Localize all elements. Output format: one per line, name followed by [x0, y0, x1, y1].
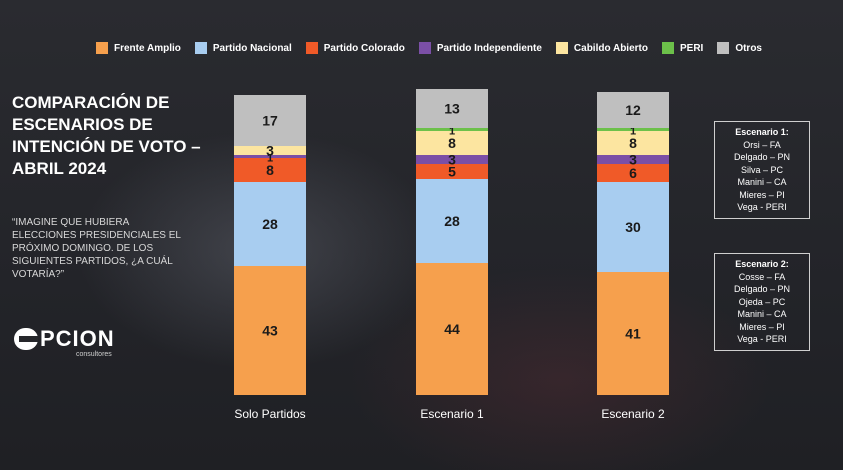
bar-segment: [234, 158, 306, 182]
data-label: 28: [262, 216, 278, 232]
scenario2-line: Vega - PERI: [737, 334, 787, 344]
data-label: 41: [625, 326, 641, 342]
bar-segment: [234, 146, 306, 155]
legend-label: Partido Independiente: [436, 42, 542, 54]
scenario1-line: Mieres – PI: [739, 189, 785, 200]
legend-item: Otros: [717, 42, 762, 54]
bar-segment: [416, 131, 488, 155]
scenario2-line: Ojeda – PC: [738, 296, 786, 307]
legend-label: Partido Colorado: [323, 42, 405, 54]
scenario2-box: Escenario 2: Cosse – FA Delgado – PN Ojeda…: [714, 253, 810, 351]
legend-swatch: [418, 42, 431, 54]
scenario2-line: Mieres – PI: [739, 321, 785, 332]
data-label: 44: [444, 321, 460, 337]
data-label: 8: [266, 162, 274, 178]
legend-item: Partido Independiente: [418, 42, 542, 54]
data-label: 1: [267, 153, 273, 165]
scenario2-line: Delgado – PN: [733, 284, 791, 294]
scenario1-line: Orsi – FA: [743, 139, 781, 150]
bar-segment: [597, 182, 669, 272]
bar-segment: [416, 89, 488, 128]
logo-o-icon: [14, 328, 38, 350]
data-label: 3: [629, 152, 637, 168]
legend-swatch: [194, 42, 207, 54]
bar-segment: [597, 155, 669, 164]
legend-swatch: [555, 42, 568, 54]
chart-title: COMPARACIÓN DE ESCENARIOS DE INTENCIÓN D…: [12, 93, 201, 178]
chart-legend: Frente Amplio Partido Nacional Partido Col…: [96, 42, 762, 54]
category-label: Escenario 1: [420, 407, 484, 421]
data-label: 30: [625, 219, 641, 235]
category-label: Escenario 2: [601, 407, 665, 421]
bar-segment: [597, 128, 669, 131]
legend-label: Partido Nacional: [212, 42, 292, 54]
legend-item: Cabildo Abierto: [555, 42, 648, 54]
legend-item: Partido Colorado: [305, 42, 405, 54]
legend-label: Otros: [735, 42, 762, 54]
data-label: 8: [448, 135, 456, 151]
legend-label: Frente Amplio: [114, 42, 181, 54]
legend-swatch: [305, 42, 318, 54]
data-label: 8: [629, 135, 637, 151]
data-label: 3: [266, 143, 274, 159]
scenario1-line: Silva – PC: [740, 164, 784, 175]
logo-wordmark: PCION: [14, 328, 115, 350]
legend-item: Frente Amplio: [96, 42, 181, 54]
bar-segment: [416, 155, 488, 164]
bar-segment: [597, 272, 669, 395]
bar-segment: [234, 182, 306, 266]
data-label: 1: [630, 126, 636, 138]
bar-segment: [416, 128, 488, 131]
logo-text: PCION: [40, 326, 115, 351]
scenario1-line: Manini – CA: [737, 177, 787, 187]
bar-segment: [234, 155, 306, 158]
legend-label: Cabildo Abierto: [573, 42, 648, 54]
data-label: 17: [262, 113, 278, 129]
scenario2-line: Manini – CA: [737, 309, 787, 319]
bar-segment: [597, 92, 669, 128]
legend-swatch: [96, 42, 108, 54]
data-label: 6: [629, 165, 637, 181]
scenario1-line: Vega - PERI: [737, 202, 787, 212]
scenario1-title: Escenario 1:: [735, 127, 789, 137]
scenario2-title: Escenario 2:: [735, 259, 789, 269]
legend-label: PERI: [679, 42, 704, 54]
bar-segment: [416, 164, 488, 179]
data-label: 5: [448, 164, 456, 180]
bar-segment: [416, 179, 488, 263]
data-label: 28: [444, 213, 460, 229]
data-label: 12: [625, 102, 641, 118]
bar-segment: [234, 266, 306, 395]
data-label: 1: [449, 126, 455, 138]
category-label: Solo Partidos: [234, 407, 305, 421]
scenario2-line: Cosse – FA: [738, 271, 786, 282]
bar-segment: [416, 263, 488, 395]
data-label: 13: [444, 101, 460, 117]
scenario1-line: Delgado – PN: [733, 152, 791, 162]
scenario1-box: Escenario 1: Orsi – FA Delgado – PN Silva …: [714, 121, 810, 219]
opcion-logo: PCION consultores: [14, 328, 115, 359]
bar-segment: [597, 164, 669, 182]
data-label: 43: [262, 323, 278, 339]
bar-segment: [234, 95, 306, 146]
legend-item: Partido Nacional: [194, 42, 292, 54]
legend-swatch: [661, 42, 674, 54]
legend-item: PERI: [661, 42, 704, 54]
data-label: 3: [448, 152, 456, 168]
chart-subtitle: “IMAGINE QUE HUBIERA ELECCIONES PRESIDEN…: [12, 217, 181, 280]
bar-segment: [597, 131, 669, 155]
logo-subtext: consultores: [76, 351, 112, 358]
legend-swatch: [717, 42, 730, 54]
